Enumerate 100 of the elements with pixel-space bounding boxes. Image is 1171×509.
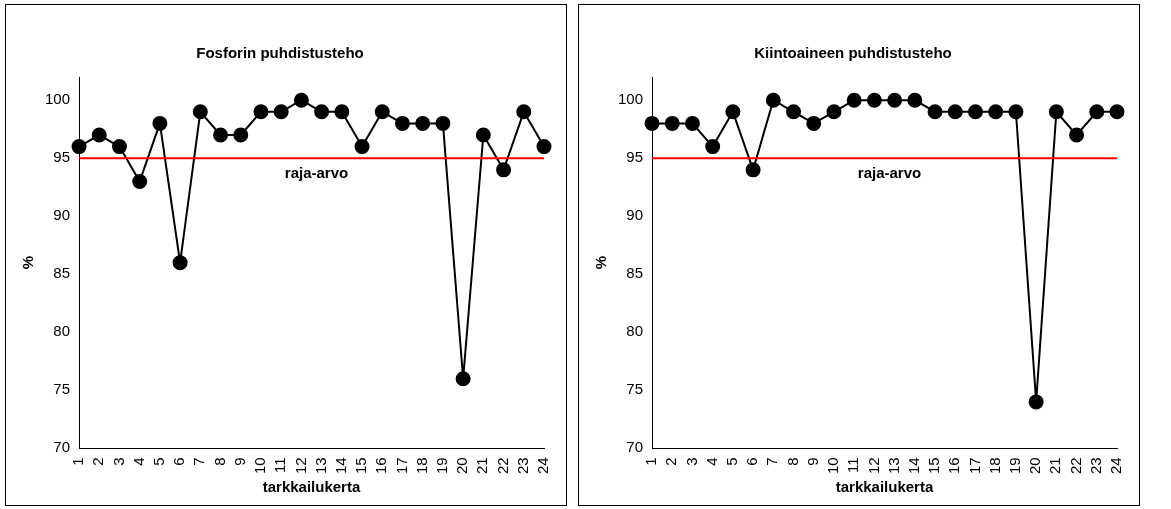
x-tick-label: 1 bbox=[642, 457, 660, 466]
ref-line-label: raja-arvo bbox=[284, 163, 349, 181]
point bbox=[192, 104, 208, 120]
x-tick-label: 2 bbox=[662, 457, 680, 466]
point bbox=[394, 115, 410, 131]
point bbox=[172, 255, 188, 271]
point bbox=[644, 115, 660, 131]
point bbox=[273, 104, 289, 120]
point bbox=[71, 139, 87, 155]
x-tick-label: 19 bbox=[1006, 457, 1024, 474]
point bbox=[664, 115, 680, 131]
point bbox=[496, 162, 512, 178]
point bbox=[1089, 104, 1105, 120]
point bbox=[745, 162, 761, 178]
y-tick-label: 90 bbox=[53, 206, 71, 224]
point bbox=[887, 92, 903, 108]
point bbox=[91, 127, 107, 143]
x-tick-label: 14 bbox=[331, 457, 349, 474]
point bbox=[374, 104, 390, 120]
y-axis-title: % bbox=[592, 255, 610, 270]
x-tick-label: 4 bbox=[702, 457, 720, 466]
x-tick-label: 19 bbox=[433, 457, 451, 474]
y-tick-label: 70 bbox=[626, 438, 644, 456]
point bbox=[1069, 127, 1085, 143]
point bbox=[213, 127, 229, 143]
x-tick-label: 6 bbox=[743, 457, 761, 466]
x-tick-label: 23 bbox=[1086, 457, 1104, 474]
point bbox=[475, 127, 491, 143]
point bbox=[111, 139, 127, 155]
x-tick-label: 16 bbox=[945, 457, 963, 474]
x-tick-label: 22 bbox=[493, 457, 511, 474]
x-tick-label: 15 bbox=[352, 457, 370, 474]
x-tick-label: 8 bbox=[783, 457, 801, 466]
x-tick-label: 18 bbox=[985, 457, 1003, 474]
y-tick-label: 70 bbox=[53, 438, 71, 456]
y-tick-label: 100 bbox=[618, 90, 644, 108]
x-tick-label: 12 bbox=[864, 457, 882, 474]
point bbox=[967, 104, 983, 120]
point bbox=[684, 115, 700, 131]
x-tick-label: 17 bbox=[965, 457, 983, 474]
x-axis-title: tarkkailukerta bbox=[835, 478, 934, 496]
point bbox=[1109, 104, 1125, 120]
point bbox=[132, 173, 148, 189]
y-tick-label: 75 bbox=[626, 380, 644, 398]
point bbox=[435, 115, 451, 131]
point bbox=[516, 104, 532, 120]
point bbox=[1028, 394, 1044, 410]
point bbox=[725, 104, 741, 120]
point bbox=[455, 371, 471, 387]
point bbox=[846, 92, 862, 108]
x-tick-label: 22 bbox=[1066, 457, 1084, 474]
x-tick-label: 11 bbox=[844, 457, 862, 473]
x-tick-label: 10 bbox=[251, 457, 269, 474]
x-tick-label: 9 bbox=[803, 457, 821, 466]
x-tick-label: 24 bbox=[534, 457, 552, 474]
y-tick-label: 90 bbox=[626, 206, 644, 224]
point bbox=[765, 92, 781, 108]
x-tick-label: 8 bbox=[210, 457, 228, 466]
point bbox=[415, 115, 431, 131]
x-tick-label: 14 bbox=[904, 457, 922, 474]
x-tick-label: 20 bbox=[1026, 457, 1044, 474]
point bbox=[293, 92, 309, 108]
x-tick-label: 20 bbox=[453, 457, 471, 474]
x-tick-label: 7 bbox=[190, 457, 208, 466]
ref-line-label: raja-arvo bbox=[857, 163, 922, 181]
x-tick-label: 13 bbox=[311, 457, 329, 474]
x-tick-label: 5 bbox=[150, 457, 168, 466]
y-tick-label: 85 bbox=[53, 264, 71, 282]
x-tick-label: 13 bbox=[884, 457, 902, 474]
x-tick-label: 2 bbox=[89, 457, 107, 466]
point bbox=[1008, 104, 1024, 120]
point bbox=[947, 104, 963, 120]
point bbox=[907, 92, 923, 108]
x-tick-label: 6 bbox=[170, 457, 188, 466]
point bbox=[988, 104, 1004, 120]
chart-title: Fosforin puhdistusteho bbox=[196, 44, 364, 62]
y-tick-label: 80 bbox=[53, 322, 71, 340]
x-tick-label: 12 bbox=[291, 457, 309, 474]
x-tick-label: 21 bbox=[1046, 457, 1064, 474]
point bbox=[334, 104, 350, 120]
x-tick-label: 23 bbox=[513, 457, 531, 474]
point bbox=[314, 104, 330, 120]
x-tick-label: 15 bbox=[925, 457, 943, 474]
point bbox=[536, 139, 552, 155]
x-tick-label: 18 bbox=[412, 457, 430, 474]
point bbox=[1048, 104, 1064, 120]
x-tick-label: 4 bbox=[129, 457, 147, 466]
x-tick-label: 7 bbox=[763, 457, 781, 466]
y-tick-label: 95 bbox=[626, 148, 644, 166]
x-tick-label: 9 bbox=[230, 457, 248, 466]
x-tick-label: 1 bbox=[69, 457, 87, 466]
point bbox=[233, 127, 249, 143]
point bbox=[253, 104, 269, 120]
y-tick-label: 100 bbox=[45, 90, 71, 108]
x-tick-label: 17 bbox=[392, 457, 410, 474]
y-tick-label: 75 bbox=[53, 380, 71, 398]
x-tick-label: 3 bbox=[682, 457, 700, 466]
point bbox=[927, 104, 943, 120]
point bbox=[354, 139, 370, 155]
x-tick-label: 5 bbox=[723, 457, 741, 466]
